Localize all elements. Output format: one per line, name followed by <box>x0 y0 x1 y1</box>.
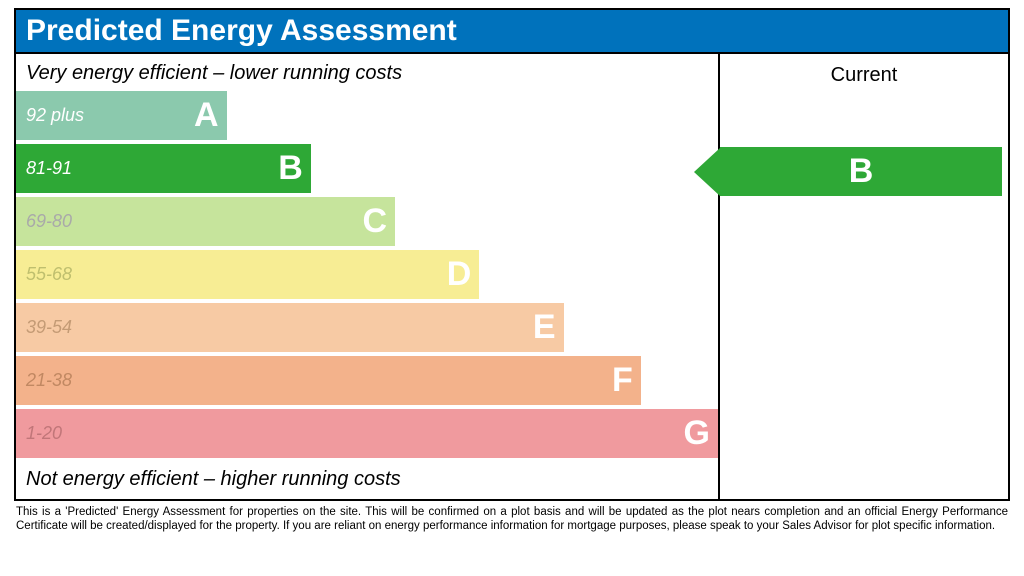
bar-range: 69-80 <box>26 211 72 232</box>
rating-bar-d: 55-68 D <box>16 250 718 299</box>
bar-letter: F <box>612 361 633 400</box>
rating-bar-c: 69-80 C <box>16 197 718 246</box>
rating-bars: 92 plus A 81-91 B 69-80 C 55-68 D 39-54 E 21-38 F 1-… <box>16 91 718 458</box>
rating-bar-a: 92 plus A <box>16 91 718 140</box>
current-header: Current <box>720 54 1008 97</box>
bar-letter: B <box>278 149 303 188</box>
disclaimer-text: This is a 'Predicted' Energy Assessment … <box>14 501 1010 534</box>
subtitle-inefficient: Not energy efficient – higher running co… <box>16 462 718 493</box>
rating-bar-b: 81-91 B <box>16 144 718 193</box>
bar-letter: A <box>194 96 219 135</box>
body-area: Very energy efficient – lower running co… <box>16 54 1008 499</box>
title-bar: Predicted Energy Assessment <box>16 10 1008 54</box>
pointer-arrow-icon <box>694 148 720 196</box>
bar-letter: G <box>684 414 710 453</box>
bar-range: 21-38 <box>26 370 72 391</box>
bar-range: 55-68 <box>26 264 72 285</box>
bar-range: 1-20 <box>26 423 62 444</box>
assessment-container: Predicted Energy Assessment Very energy … <box>14 8 1010 501</box>
bar-range: 81-91 <box>26 158 72 179</box>
bar-letter: C <box>363 202 388 241</box>
current-rating-letter: B <box>849 152 874 191</box>
bar-letter: D <box>447 255 472 294</box>
subtitle-efficient: Very energy efficient – lower running co… <box>16 60 718 91</box>
bar-range: 39-54 <box>26 317 72 338</box>
rating-bar-g: 1-20 G <box>16 409 718 458</box>
bar-letter: E <box>533 308 556 347</box>
current-rating-pointer: B <box>694 147 1002 196</box>
bar-range: 92 plus <box>26 105 84 126</box>
rating-bar-e: 39-54 E <box>16 303 718 352</box>
left-pane: Very energy efficient – lower running co… <box>16 54 720 499</box>
right-pane: Current B <box>720 54 1008 499</box>
rating-bar-f: 21-38 F <box>16 356 718 405</box>
